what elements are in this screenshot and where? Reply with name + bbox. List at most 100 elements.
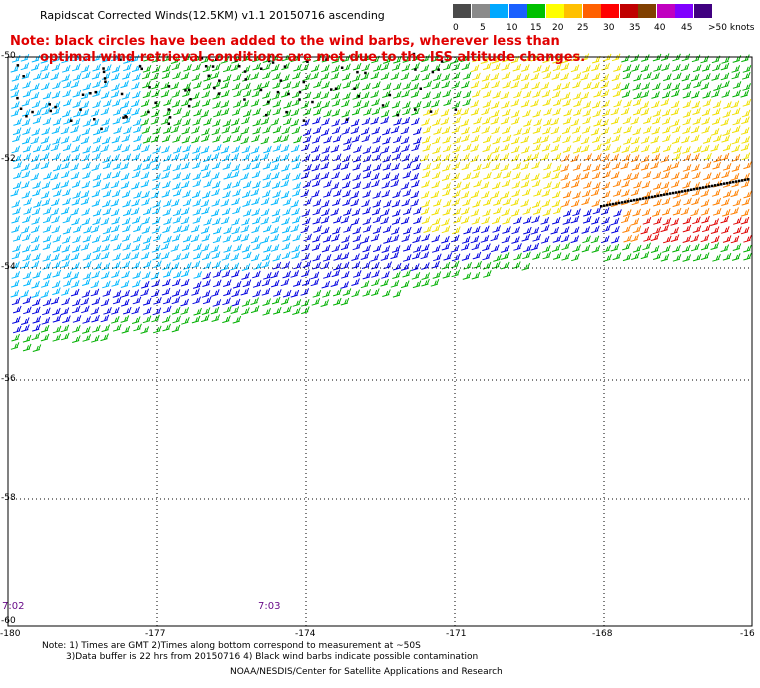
wind-barb bbox=[171, 233, 181, 242]
wind-barb bbox=[221, 126, 231, 134]
wind-barb bbox=[482, 135, 492, 144]
wind-barb bbox=[191, 135, 200, 144]
wind-barb bbox=[152, 325, 162, 334]
contamination-marker bbox=[285, 110, 288, 114]
wind-barb bbox=[390, 125, 400, 134]
contamination-marker bbox=[167, 122, 170, 125]
wind-barb bbox=[551, 171, 560, 180]
wind-barb bbox=[252, 62, 261, 71]
wind-barb bbox=[572, 146, 582, 154]
wind-barb bbox=[110, 198, 120, 207]
wind-barb bbox=[352, 234, 362, 243]
wind-barb bbox=[291, 189, 301, 197]
wind-barb bbox=[691, 153, 700, 161]
wind-barb bbox=[712, 254, 721, 262]
wind-barb bbox=[591, 245, 601, 253]
contamination-marker bbox=[81, 93, 85, 96]
wind-barb bbox=[250, 235, 260, 244]
contamination-marker bbox=[268, 59, 271, 63]
wind-barb bbox=[42, 254, 52, 262]
wind-barb bbox=[51, 126, 61, 134]
wind-barb bbox=[222, 279, 232, 287]
wind-barb bbox=[100, 91, 110, 99]
wind-barb bbox=[292, 182, 302, 190]
wind-barb bbox=[541, 143, 551, 152]
wind-barb bbox=[671, 82, 681, 91]
contamination-marker bbox=[639, 197, 642, 201]
wind-barb bbox=[682, 180, 691, 189]
wind-barb bbox=[141, 243, 151, 251]
wind-barb bbox=[312, 216, 322, 225]
wind-barb bbox=[731, 125, 741, 134]
wind-barb bbox=[71, 217, 80, 226]
wind-barb bbox=[510, 80, 520, 89]
wind-barb bbox=[530, 72, 540, 81]
wind-barb bbox=[682, 224, 692, 233]
contamination-marker bbox=[738, 179, 741, 183]
contamination-marker bbox=[54, 105, 57, 109]
wind-barb bbox=[91, 235, 101, 243]
wind-barb bbox=[652, 171, 662, 180]
wind-barb bbox=[92, 80, 101, 88]
wind-barb bbox=[513, 252, 522, 261]
wind-barb bbox=[601, 216, 610, 225]
wind-barb bbox=[322, 254, 332, 262]
wind-barb bbox=[100, 217, 110, 226]
wind-barb bbox=[13, 171, 22, 179]
contamination-marker bbox=[690, 188, 693, 191]
wind-barb bbox=[41, 181, 51, 189]
wind-barb bbox=[120, 162, 130, 170]
wind-barb bbox=[132, 118, 142, 127]
wind-barb bbox=[253, 83, 262, 91]
wind-barb bbox=[431, 81, 441, 90]
wind-barb bbox=[631, 252, 640, 260]
wind-barb bbox=[570, 118, 580, 127]
wind-barb bbox=[122, 116, 132, 124]
wind-barb bbox=[493, 198, 502, 206]
wind-barb bbox=[632, 225, 642, 234]
wind-barb bbox=[611, 134, 621, 143]
wind-barb bbox=[531, 200, 541, 208]
wind-barb bbox=[262, 298, 271, 306]
wind-barb bbox=[632, 208, 641, 217]
wind-barb bbox=[161, 287, 171, 296]
wind-barb bbox=[232, 180, 241, 188]
wind-barb bbox=[602, 224, 611, 233]
wind-barb bbox=[292, 71, 301, 80]
wind-barb bbox=[21, 191, 31, 199]
wind-barb bbox=[71, 153, 81, 161]
wind-barb bbox=[290, 144, 300, 153]
wind-barb bbox=[482, 161, 491, 170]
wind-barb bbox=[710, 143, 720, 152]
wind-barb bbox=[451, 72, 461, 80]
wind-barb bbox=[432, 271, 442, 279]
wind-barb bbox=[80, 91, 90, 100]
wind-barb bbox=[682, 110, 692, 118]
wind-barb bbox=[362, 146, 372, 154]
wind-barb bbox=[281, 225, 291, 234]
wind-barb bbox=[650, 161, 660, 170]
wind-barb bbox=[190, 224, 200, 233]
wind-barb bbox=[473, 179, 482, 188]
wind-barb bbox=[343, 143, 352, 151]
wind-barb bbox=[522, 109, 531, 118]
contamination-marker bbox=[187, 104, 191, 108]
wind-barb bbox=[222, 162, 232, 170]
wind-barb bbox=[251, 208, 261, 216]
wind-barb bbox=[350, 126, 360, 134]
wind-barb bbox=[11, 101, 20, 109]
wind-barb bbox=[712, 172, 721, 180]
wind-barb bbox=[212, 135, 221, 143]
wind-barb bbox=[42, 207, 52, 215]
wind-barb bbox=[380, 278, 389, 287]
wind-barb bbox=[371, 270, 380, 278]
wind-barb bbox=[162, 296, 172, 305]
wind-barb bbox=[151, 81, 160, 90]
wind-barb bbox=[742, 99, 752, 107]
wind-barb bbox=[42, 242, 52, 250]
wind-barb bbox=[620, 161, 630, 170]
wind-barb bbox=[603, 254, 612, 262]
wind-barb bbox=[21, 136, 31, 145]
wind-barb bbox=[740, 208, 750, 217]
wind-barb bbox=[491, 63, 501, 71]
